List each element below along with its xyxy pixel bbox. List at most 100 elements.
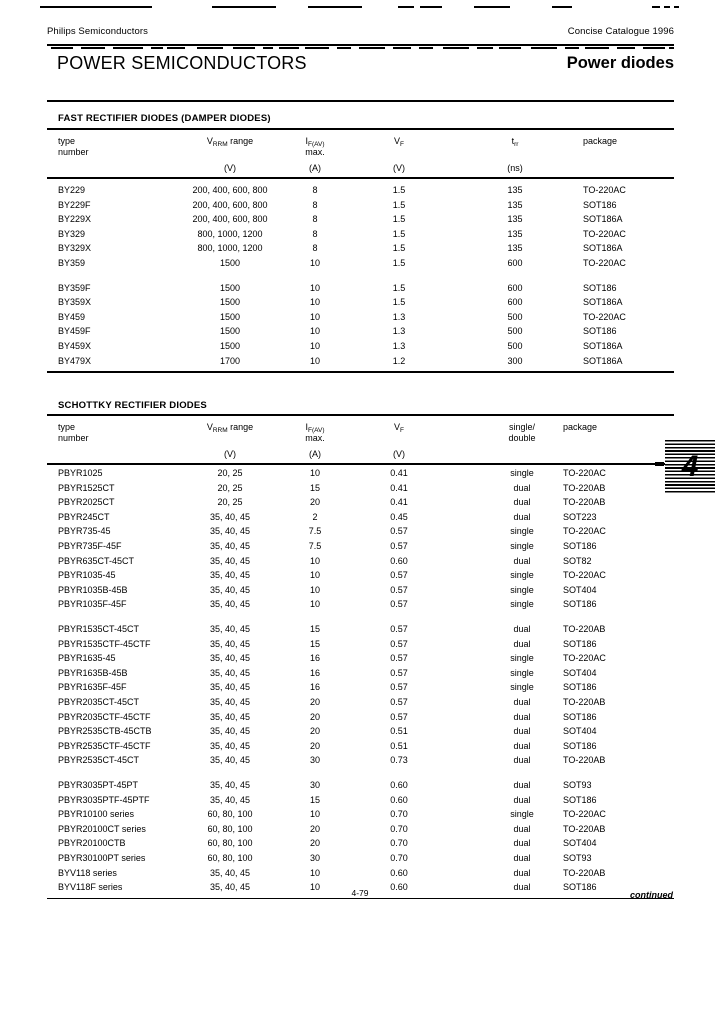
table-cell: 10 <box>309 584 320 595</box>
row-type-number: BYV118 series <box>58 867 117 878</box>
table-cell: 0.70 <box>390 823 408 834</box>
table-cell: 0.57 <box>390 653 408 664</box>
table-cell: 20 <box>309 711 320 722</box>
table-cell: dual <box>513 823 531 834</box>
row-type-number: PBYR245CT <box>58 511 110 522</box>
table-cell: TO-220AC <box>563 570 606 581</box>
column-header: trr <box>511 136 519 148</box>
table-cell: 35, 40, 45 <box>209 526 251 537</box>
column-header: package <box>563 422 598 432</box>
table-cell: 0.41 <box>390 497 408 508</box>
column-unit: (A) <box>309 449 321 459</box>
table-cell: SOT186 <box>563 599 597 610</box>
row-type-number: PBYR1035B-45B <box>58 584 128 595</box>
row-type-number: PBYR635CT-45CT <box>58 555 135 566</box>
column-header: type <box>58 136 76 146</box>
row-type-number: PBYR1025 <box>58 468 103 478</box>
table-cell: TO-220AB <box>563 867 606 878</box>
table-cell: 20, 25 <box>217 497 243 508</box>
column-header: IF(AV) <box>305 422 325 434</box>
table-cell: 30 <box>309 755 320 766</box>
table-cell: dual <box>513 511 531 522</box>
table-cell: 20, 25 <box>217 482 243 493</box>
table-cell: 200, 400, 600, 800 <box>192 214 268 225</box>
row-type-number: PBYR1035-45 <box>58 570 116 581</box>
table-cell: 600 <box>507 258 523 268</box>
table-cell: 20 <box>309 838 320 849</box>
table-cell: 0.57 <box>390 570 408 581</box>
table-cell: 10 <box>309 867 320 878</box>
table-cell: TO-220AB <box>563 823 606 834</box>
row-type-number: PBYR2035CTF-45CTF <box>58 711 151 722</box>
column-unit: (V) <box>393 163 405 173</box>
table-cell: dual <box>513 740 531 751</box>
table-cell: 35, 40, 45 <box>209 697 251 707</box>
table-cell: 0.60 <box>390 555 408 566</box>
table-cell: 10 <box>309 570 320 581</box>
row-type-number: BY229F <box>58 199 91 210</box>
table-cell: TO-220AC <box>563 526 606 537</box>
table-cell: 0.57 <box>390 599 408 610</box>
page-title-row: POWER SEMICONDUCTORS Power diodes <box>57 53 674 75</box>
row-type-number: PBYR20100CTB <box>58 838 126 849</box>
page-subtitle: Power diodes <box>566 54 674 72</box>
table-cell: 0.60 <box>390 882 408 893</box>
table-cell: 1500 <box>219 311 241 322</box>
row-type-number: PBYR1535CTF-45CTF <box>58 638 151 649</box>
row-type-number: PBYR1635F-45F <box>58 682 127 693</box>
column-unit: (V) <box>393 449 405 459</box>
table-cell: 20 <box>309 823 320 834</box>
row-type-number: PBYR2025CT <box>58 497 115 508</box>
table-cell: SOT93 <box>563 853 592 863</box>
table-cell: 300 <box>507 355 523 366</box>
table-rule <box>47 371 674 373</box>
chapter-tab-number: 4 <box>681 449 699 483</box>
table-cell: 1.5 <box>392 297 406 308</box>
column-header: IF(AV) <box>305 136 325 148</box>
row-type-number: BY479X <box>58 355 92 366</box>
table-cell: 8 <box>312 199 318 210</box>
table-cell: SOT404 <box>563 838 597 849</box>
table-cell: 60, 80, 100 <box>207 853 253 863</box>
table-cell: 7.5 <box>308 541 322 551</box>
table-rule <box>47 177 674 179</box>
header-rule <box>47 44 674 46</box>
table-cell: 500 <box>507 341 523 351</box>
table-cell: 1500 <box>219 326 241 337</box>
column-header-line2: number <box>58 433 89 443</box>
table-cell: 10 <box>309 468 320 478</box>
table-rule <box>47 128 674 130</box>
table-cell: 0.57 <box>390 667 408 678</box>
row-type-number: PBYR2535CTF-45CTF <box>58 740 151 751</box>
table-cell: 600 <box>507 297 523 308</box>
table-cell: dual <box>513 624 531 634</box>
column-header-line2: number <box>58 147 89 157</box>
table-cell: 60, 80, 100 <box>207 809 253 820</box>
column-unit: (V) <box>224 449 236 459</box>
table-cell: TO-220AC <box>583 185 626 195</box>
table-cell: 35, 40, 45 <box>209 570 251 581</box>
table-cell: 135 <box>507 243 523 254</box>
table-cell: 0.57 <box>390 697 408 707</box>
table-cell: 500 <box>507 311 523 322</box>
table-cell: 16 <box>309 667 320 678</box>
row-type-number: PBYR1535CT-45CT <box>58 624 140 634</box>
table-cell: 8 <box>312 228 318 239</box>
table-cell: 1.5 <box>392 228 406 239</box>
table-cell: 0.60 <box>390 794 408 805</box>
row-type-number: BY359X <box>58 297 92 308</box>
table-cell: 1.5 <box>392 258 406 268</box>
row-type-number: BY459X <box>58 341 92 351</box>
table-cell: 10 <box>309 326 320 337</box>
table-cell: 35, 40, 45 <box>209 584 251 595</box>
table-cell: TO-220AB <box>563 697 606 707</box>
table-cell: 10 <box>309 341 320 351</box>
chapter-tab-nub <box>655 462 664 466</box>
table-cell: SOT186 <box>563 882 597 893</box>
table-cell: 35, 40, 45 <box>209 867 251 878</box>
table-cell: 500 <box>507 326 523 337</box>
column-header: single/ <box>508 422 535 432</box>
table-cell: single <box>510 468 534 478</box>
column-unit: (V) <box>224 163 236 173</box>
row-type-number: PBYR1635-45 <box>58 653 116 664</box>
